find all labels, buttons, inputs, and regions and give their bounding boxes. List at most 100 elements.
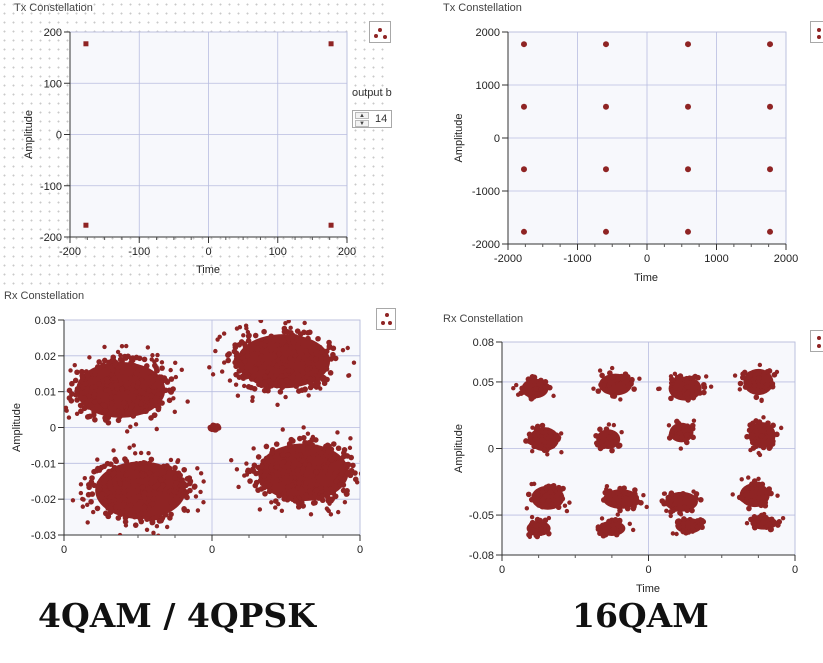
y-tick-label: 200 xyxy=(44,27,62,39)
cluster-point xyxy=(298,486,305,493)
y-tick-label: -0.05 xyxy=(469,510,494,522)
outlier-point xyxy=(558,431,564,436)
cluster-group xyxy=(511,362,786,540)
cluster-point xyxy=(693,495,699,502)
cluster-point xyxy=(318,450,324,456)
cluster-point xyxy=(610,433,617,440)
cluster-point xyxy=(271,353,278,360)
cluster-point xyxy=(308,348,314,354)
legend-toggle-button[interactable] xyxy=(810,21,823,43)
legend-dot-icon xyxy=(378,28,382,32)
cluster-point xyxy=(164,464,171,471)
outlier-point xyxy=(245,329,251,335)
cluster-point xyxy=(304,366,311,373)
cluster-point xyxy=(350,462,356,469)
cluster-point xyxy=(261,484,268,491)
cluster-point xyxy=(630,491,636,498)
outlier-point xyxy=(90,509,96,515)
cluster-point xyxy=(328,456,335,463)
outlier-point xyxy=(529,481,534,487)
cluster-point xyxy=(252,482,259,489)
cluster-point xyxy=(638,499,644,506)
outlier-point xyxy=(345,491,350,497)
outlier-point xyxy=(288,325,293,331)
outlier-point xyxy=(347,445,353,451)
cluster-point xyxy=(341,447,348,453)
cluster-point xyxy=(269,449,275,456)
cluster-point xyxy=(84,372,91,379)
cluster-point xyxy=(96,486,103,493)
outlier-point xyxy=(138,450,144,456)
cluster-point xyxy=(769,433,776,439)
cluster-point xyxy=(547,433,554,440)
cluster-point xyxy=(528,439,535,446)
cluster-point xyxy=(676,524,682,530)
data-point xyxy=(83,41,89,47)
cluster-point xyxy=(679,381,685,387)
x-tick-label: -200 xyxy=(59,246,81,258)
outlier-point xyxy=(678,446,684,451)
cluster-point xyxy=(74,386,81,392)
cluster-point xyxy=(310,500,317,506)
cluster-point xyxy=(130,413,137,419)
cluster-point xyxy=(750,520,757,527)
outlier-point xyxy=(529,514,535,520)
outlier-point xyxy=(154,524,160,529)
output-stepper[interactable]: 14 ▲ ▼ xyxy=(352,110,392,128)
cluster-point xyxy=(676,425,682,432)
stepper-down-button[interactable]: ▼ xyxy=(355,120,369,127)
cluster-point xyxy=(279,384,286,391)
cluster-point xyxy=(668,490,675,497)
outlier-point xyxy=(81,497,86,502)
cluster-point xyxy=(92,416,98,423)
cluster-point xyxy=(625,382,632,389)
cluster-point xyxy=(85,393,92,400)
outlier-point xyxy=(335,430,340,435)
cluster-point xyxy=(132,522,139,528)
cluster-point xyxy=(166,397,173,404)
cluster-point xyxy=(325,471,332,478)
cluster-point xyxy=(141,504,148,511)
cluster-point xyxy=(296,480,302,486)
stepper-up-button[interactable]: ▲ xyxy=(355,112,369,119)
cluster-point xyxy=(243,373,249,380)
cluster-point xyxy=(283,344,289,351)
cluster-point xyxy=(289,333,296,340)
outlier-point xyxy=(171,396,176,401)
outlier-point xyxy=(637,376,642,381)
cluster-point xyxy=(115,417,122,424)
legend-toggle-button[interactable] xyxy=(369,21,391,43)
cluster-point xyxy=(594,441,601,448)
cluster-point xyxy=(611,393,618,399)
cluster-point xyxy=(742,384,749,390)
cluster-point xyxy=(600,443,607,450)
cluster-point xyxy=(631,503,637,510)
outlier-point xyxy=(195,508,201,513)
cluster-point xyxy=(288,379,295,385)
cluster-point xyxy=(313,368,319,374)
cluster-point xyxy=(242,343,249,350)
outlier-point xyxy=(201,500,206,505)
cluster-point xyxy=(260,369,267,375)
cluster-point xyxy=(300,465,306,472)
cluster-point xyxy=(542,429,549,435)
y-tick-label: 0.03 xyxy=(35,315,56,327)
cluster-point xyxy=(162,387,169,394)
cluster-point xyxy=(79,368,85,375)
outlier-point xyxy=(68,368,73,373)
cluster-point xyxy=(244,352,251,359)
outlier-point xyxy=(778,425,784,431)
cluster-point xyxy=(612,386,618,393)
cluster-point xyxy=(763,524,770,530)
cluster-point xyxy=(677,495,684,501)
cluster-point xyxy=(276,350,282,357)
cluster-point xyxy=(770,422,776,429)
cluster-point xyxy=(119,467,126,473)
legend-toggle-button[interactable] xyxy=(810,330,823,352)
legend-toggle-button[interactable] xyxy=(376,308,396,330)
cluster-point xyxy=(92,371,98,378)
cluster-point xyxy=(607,379,614,386)
cluster-point xyxy=(622,495,629,501)
cluster-point xyxy=(774,431,780,438)
cluster-point xyxy=(762,499,769,506)
